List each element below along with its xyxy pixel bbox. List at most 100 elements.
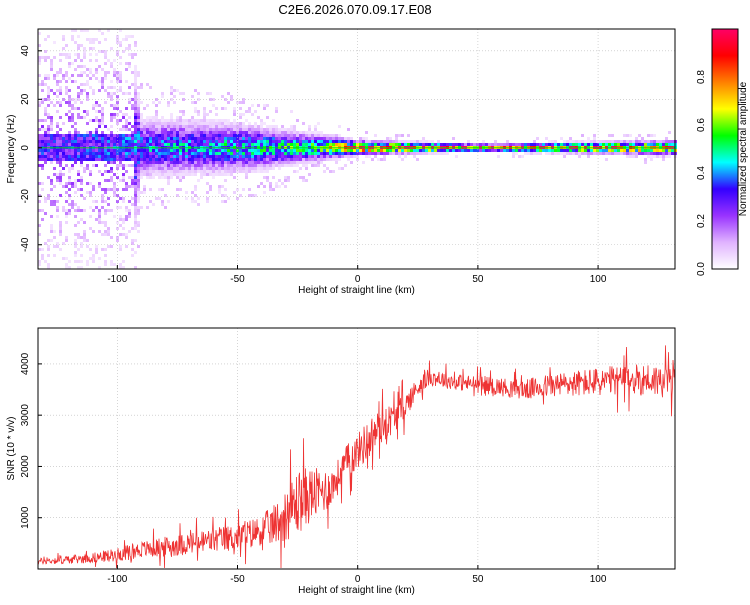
- spectrogram-cell: [161, 95, 164, 98]
- spectrogram-cell: [131, 143, 134, 146]
- spectrogram-cell: [167, 101, 170, 104]
- spectrogram-cell: [134, 239, 137, 242]
- spectrogram-cell: [122, 176, 125, 179]
- spectrogram-cell: [104, 263, 107, 266]
- spectrogram-cell: [71, 134, 74, 137]
- spectrogram-cell: [230, 137, 233, 140]
- spectrogram-cell: [110, 188, 113, 191]
- spectrogram-cell: [257, 155, 260, 158]
- spectrogram-cell: [455, 149, 458, 152]
- spectrogram-cell: [119, 158, 122, 161]
- spectrogram-cell: [101, 194, 104, 197]
- spectrogram-cell: [179, 119, 182, 122]
- spectrogram-cell: [668, 155, 671, 158]
- spectrogram-cell: [62, 149, 65, 152]
- spectrogram-cell: [626, 143, 629, 146]
- spectrogram-cell: [242, 122, 245, 125]
- spectrogram-cell: [170, 134, 173, 137]
- spectrogram-cell: [254, 155, 257, 158]
- spectrogram-cell: [206, 92, 209, 95]
- spectrogram-cell: [80, 209, 83, 212]
- spectrogram-cell: [59, 173, 62, 176]
- spectrogram-cell: [605, 158, 608, 161]
- spectrogram-cell: [227, 122, 230, 125]
- spectrogram-cell: [110, 149, 113, 152]
- spectrogram-cell: [86, 92, 89, 95]
- spectrogram-cell: [479, 149, 482, 152]
- spectrogram-cell: [635, 137, 638, 140]
- spectrogram-cell: [338, 167, 341, 170]
- spectrogram-cell: [65, 80, 68, 83]
- spectrogram-cell: [128, 164, 131, 167]
- spectrogram-cell: [179, 155, 182, 158]
- spectrogram-cell: [89, 134, 92, 137]
- spectrogram-cell: [512, 149, 515, 152]
- spectrogram-cell: [50, 119, 53, 122]
- spectrogram-cell: [143, 140, 146, 143]
- spectrogram-cell: [50, 230, 53, 233]
- spectrogram-cell: [98, 212, 101, 215]
- spectrogram-cell: [284, 137, 287, 140]
- spectrogram-cell: [71, 74, 74, 77]
- spectrogram-cell: [647, 149, 650, 152]
- spectrogram-cell: [227, 137, 230, 140]
- spectrogram-cell: [65, 113, 68, 116]
- spectrogram-cell: [326, 167, 329, 170]
- spectrogram-cell: [134, 221, 137, 224]
- spectrogram-cell: [62, 137, 65, 140]
- spectrogram-cell: [74, 233, 77, 236]
- spectrogram-cell: [593, 134, 596, 137]
- spectrogram-cell: [266, 167, 269, 170]
- spectrogram-cell: [50, 137, 53, 140]
- spectrogram-cell: [644, 143, 647, 146]
- spectrogram-cell: [92, 119, 95, 122]
- spectrogram-cell: [119, 233, 122, 236]
- spectrogram-cell: [569, 149, 572, 152]
- spectrogram-cell: [74, 251, 77, 254]
- spectrogram-cell: [236, 140, 239, 143]
- spectrogram-cell: [224, 173, 227, 176]
- spectrogram-cell: [83, 167, 86, 170]
- spectrogram-cell: [104, 155, 107, 158]
- spectrogram-cell: [431, 152, 434, 155]
- spectrogram-cell: [440, 152, 443, 155]
- spectrogram-cell: [131, 107, 134, 110]
- spectrogram-cell: [167, 173, 170, 176]
- spectrogram-cell: [110, 86, 113, 89]
- spectrogram-cell: [203, 131, 206, 134]
- spectrogram-cell: [38, 155, 41, 158]
- spectrogram-cell: [95, 134, 98, 137]
- spectrogram-cell: [278, 155, 281, 158]
- spectrogram-cell: [107, 203, 110, 206]
- spectrogram-cell: [125, 38, 128, 41]
- spectrogram-cell: [320, 131, 323, 134]
- spectrogram-cell: [146, 167, 149, 170]
- snr-series-line: [37, 345, 676, 569]
- spectrogram-cell: [653, 140, 656, 143]
- spectrogram-cell: [110, 176, 113, 179]
- spectrogram-cell: [110, 236, 113, 239]
- spectrogram-cell: [182, 140, 185, 143]
- spectrogram-cell: [65, 44, 68, 47]
- spectrogram-cell: [95, 251, 98, 254]
- spectrogram-cell: [194, 140, 197, 143]
- spectrogram-cell: [578, 140, 581, 143]
- spectrogram-cell: [506, 149, 509, 152]
- spectrogram-cell: [44, 56, 47, 59]
- spectrogram-cell: [74, 260, 77, 263]
- spectrogram-cell: [68, 53, 71, 56]
- spectrogram-cell: [119, 77, 122, 80]
- spectrogram-cell: [206, 134, 209, 137]
- spectrogram-cell: [50, 101, 53, 104]
- spectrogram-cell: [77, 158, 80, 161]
- spectrogram-cell: [671, 143, 674, 146]
- spectrogram-cell: [101, 140, 104, 143]
- spectrogram-cell: [560, 152, 563, 155]
- spectrogram-cell: [44, 113, 47, 116]
- spectrogram-cell: [74, 137, 77, 140]
- spectrogram-cell: [278, 185, 281, 188]
- spectrogram-cell: [455, 143, 458, 146]
- spectrogram-cell: [569, 137, 572, 140]
- spectrogram-cell: [53, 245, 56, 248]
- spectrogram-cell: [116, 149, 119, 152]
